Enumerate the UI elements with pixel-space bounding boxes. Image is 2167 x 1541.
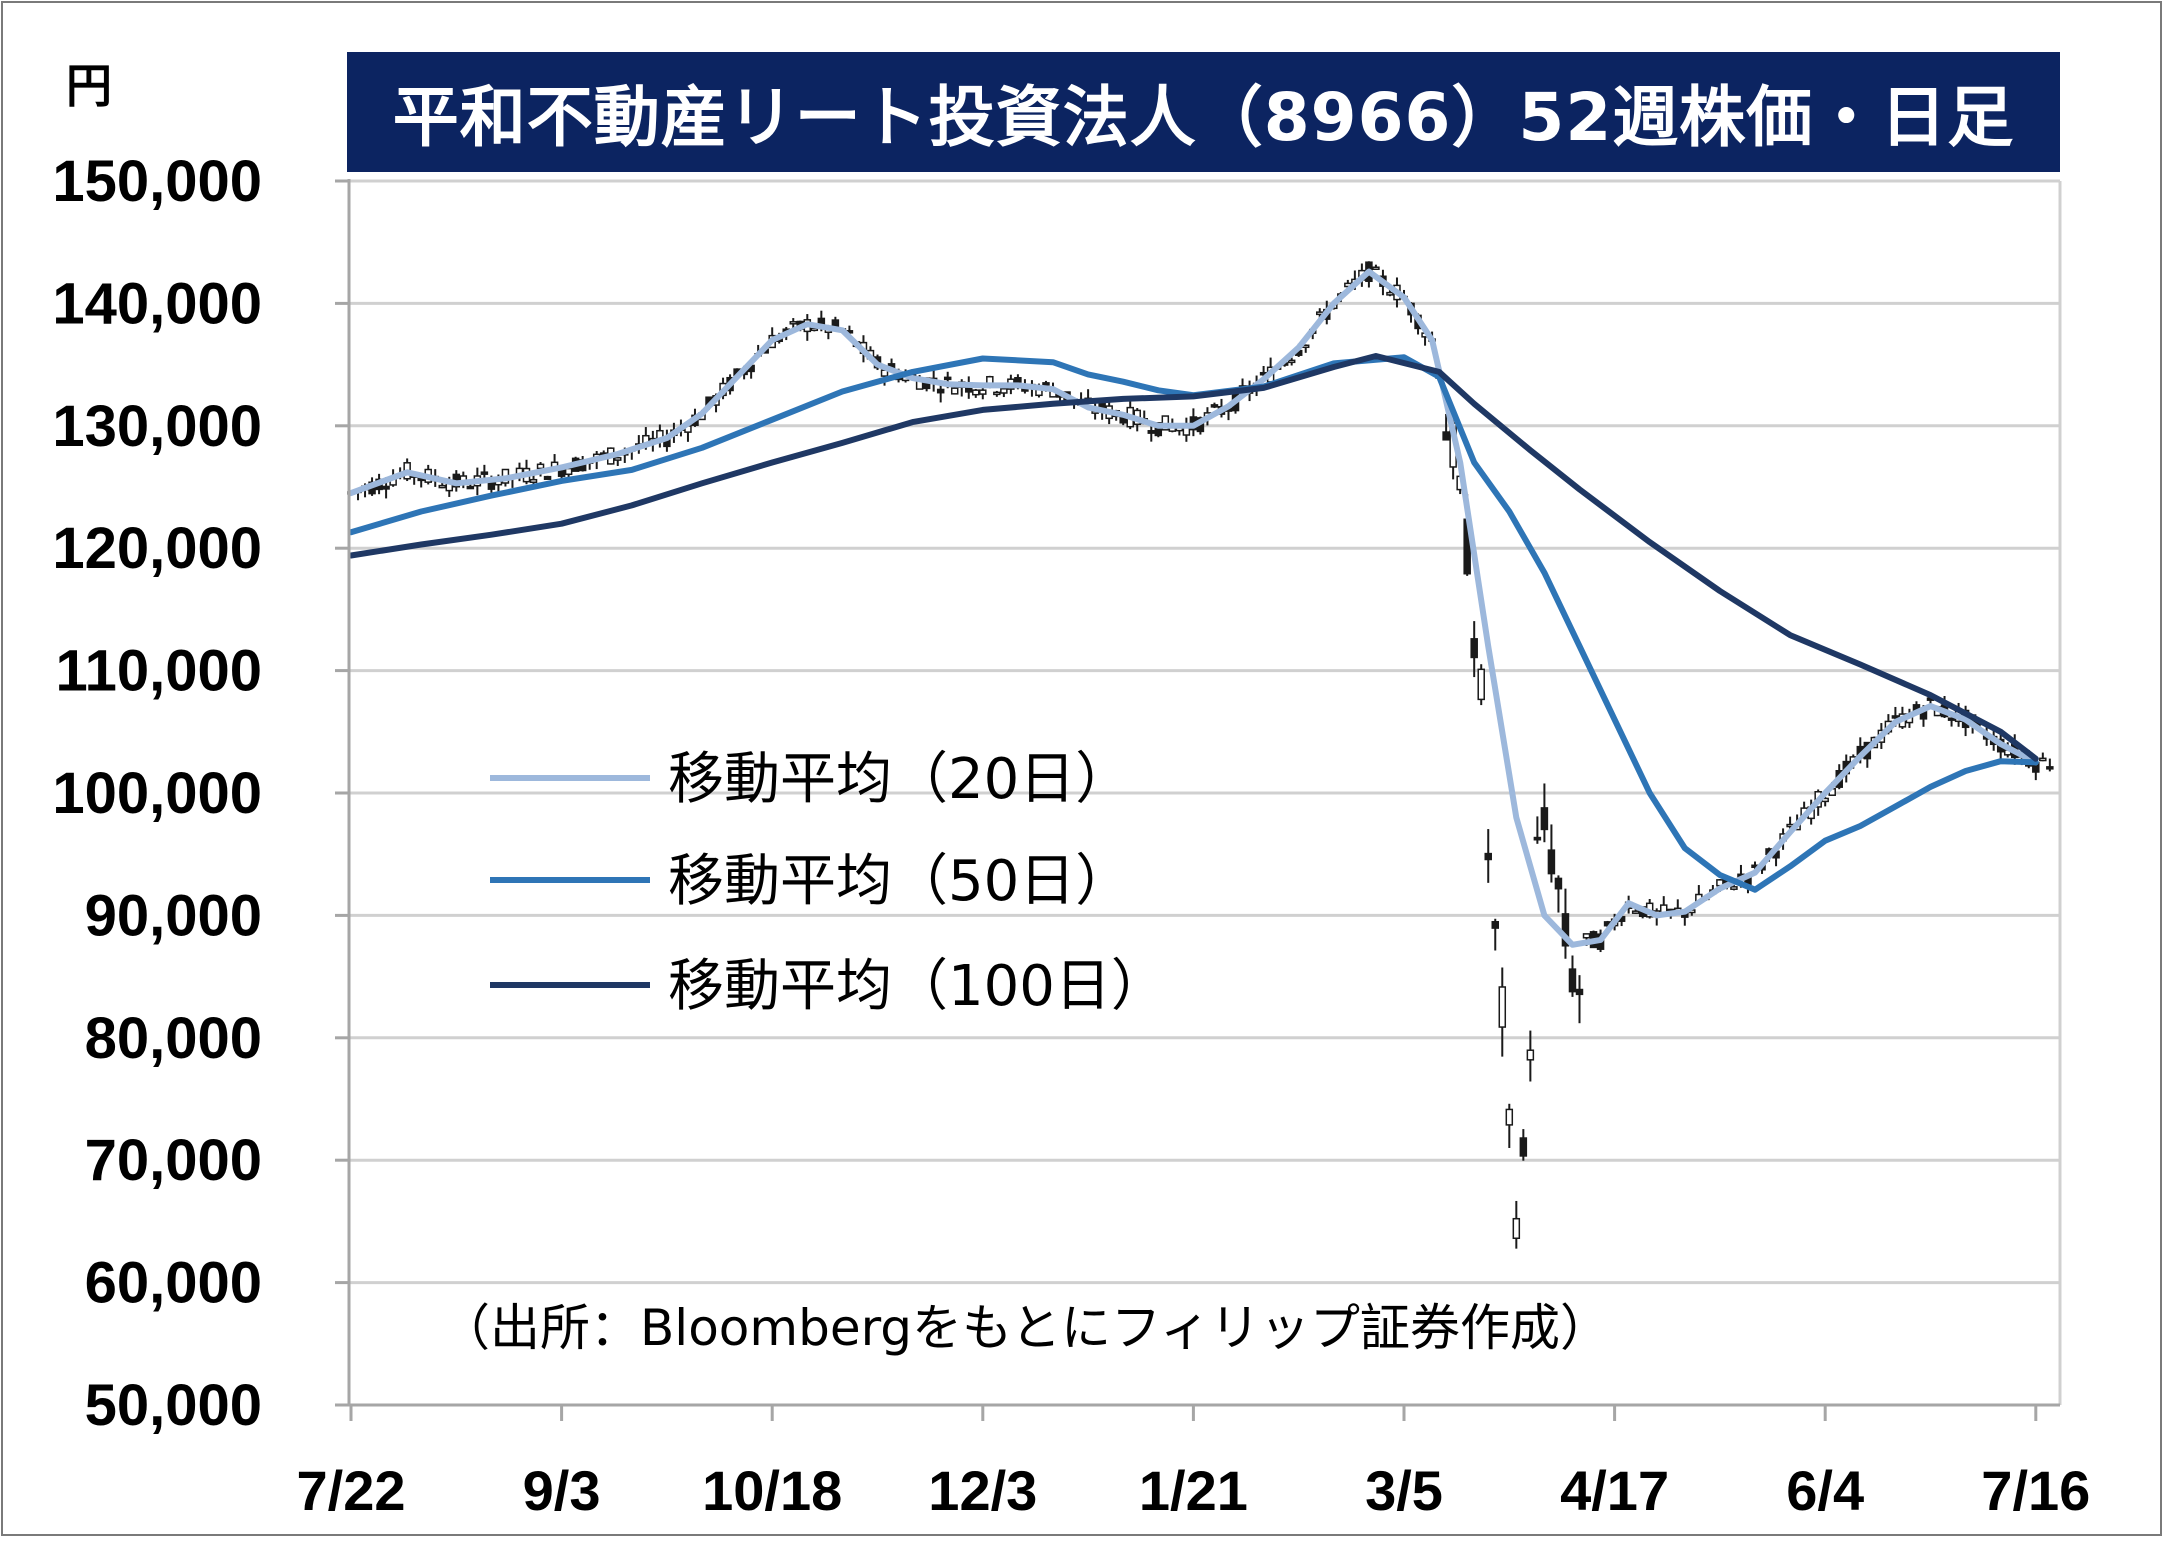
candle-body — [1512, 1217, 1521, 1239]
axes — [335, 179, 2060, 1421]
x-tick-label: 3/5 — [1365, 1459, 1443, 1522]
candle-body — [1891, 715, 1900, 719]
candle-body — [480, 471, 489, 475]
candle-body — [614, 457, 622, 461]
y-axis-unit-label: 円 — [66, 59, 112, 113]
candle-body — [1505, 1108, 1514, 1126]
candle-body — [382, 485, 390, 490]
y-tick-label: 110,000 — [56, 639, 262, 704]
candle-body — [1498, 986, 1507, 1028]
candle-body — [466, 485, 475, 490]
candle-body — [1568, 968, 1577, 993]
x-tick-label: 12/3 — [928, 1459, 1037, 1522]
candle-body — [2039, 757, 2047, 762]
y-tick-label: 130,000 — [52, 394, 262, 459]
candle-body — [1147, 430, 1156, 434]
y-tick-label: 150,000 — [52, 149, 262, 214]
candle-body — [979, 389, 987, 395]
candle-body — [1582, 933, 1591, 939]
candle-body — [1477, 668, 1485, 701]
y-tick-label: 90,000 — [85, 883, 262, 948]
candle-body — [1386, 291, 1394, 296]
chart-title: 平和不動産リート投資法人（8966）52週株価・日足 — [392, 79, 2015, 156]
candle-body — [536, 463, 545, 470]
legend: 移動平均（20日） 移動平均（50日） 移動平均（100日） — [490, 747, 1167, 1019]
chart-title-bar: 平和不動産リート投資法人（8966）52週株価・日足 — [347, 52, 2060, 172]
candle-body — [789, 321, 798, 325]
legend-label-2: 移動平均（50日） — [668, 849, 1131, 914]
y-tick-label: 140,000 — [52, 271, 262, 336]
candle-body — [1484, 852, 1492, 861]
y-tick-label: 100,000 — [52, 761, 262, 826]
candle-body — [1014, 377, 1022, 383]
candle-body — [1042, 382, 1050, 386]
legend-label-3: 移動平均（100日） — [668, 954, 1167, 1019]
candle-body — [1631, 910, 1640, 914]
legend-label-1: 移動平均（20日） — [668, 747, 1131, 812]
candle-body — [936, 388, 945, 394]
candle-body — [438, 484, 447, 489]
candle-body — [1442, 431, 1450, 441]
candle-body — [1000, 388, 1008, 394]
x-tick-label: 10/18 — [702, 1459, 842, 1522]
candle-body — [943, 376, 952, 381]
candle-body — [1372, 266, 1380, 270]
candle-body — [1540, 807, 1549, 831]
x-tick-label: 4/17 — [1560, 1459, 1669, 1522]
moving-average-lines — [348, 268, 2039, 948]
y-tick-label: 80,000 — [85, 1006, 262, 1071]
y-tick-labels: 150,000 140,000 130,000 120,000 110,000 100,0… — [52, 149, 262, 1438]
y-tick-label: 70,000 — [85, 1128, 262, 1193]
x-tick-labels: 7/22 9/3 10/18 12/3 1/21 3/5 4/17 6/4 7/16 — [297, 1459, 2091, 1522]
candle-body — [543, 475, 552, 480]
candle-body — [1575, 988, 1584, 996]
candle-body — [1519, 1137, 1528, 1157]
candle-body — [1470, 638, 1478, 659]
candle-body — [1561, 913, 1570, 947]
x-tick-label: 9/3 — [523, 1459, 601, 1522]
candle-body — [950, 387, 959, 395]
candle-body — [1210, 404, 1219, 408]
x-tick-label: 7/22 — [297, 1459, 406, 1522]
y-tick-label: 50,000 — [85, 1373, 262, 1438]
source-note: （出所：Bloombergをもとにフィリップ証券作成） — [440, 1299, 1610, 1357]
candlesticks — [347, 261, 2054, 1249]
candle-body — [1491, 921, 1500, 929]
y-tick-label: 120,000 — [52, 516, 262, 581]
ma-line-3 — [348, 353, 2039, 762]
candle-body — [1730, 886, 1738, 890]
candle-body — [564, 467, 573, 476]
grid-lines — [349, 179, 2062, 1405]
x-tick-label: 7/16 — [1981, 1459, 2090, 1522]
candle-body — [1526, 1049, 1535, 1061]
candle-body — [993, 391, 1001, 396]
x-tick-label: 6/4 — [1786, 1459, 1864, 1522]
candle-body — [2046, 766, 2054, 770]
ma-line-1 — [348, 268, 2039, 948]
candle-body — [1287, 359, 1296, 364]
ma-line-2 — [348, 354, 2039, 893]
candle-body — [529, 478, 538, 483]
candle-body — [1947, 717, 1956, 721]
candle-body — [1533, 836, 1542, 841]
candle-body — [1547, 849, 1556, 875]
candle-body — [1554, 877, 1563, 890]
candle-body — [972, 389, 980, 396]
x-tick-label: 1/21 — [1139, 1459, 1248, 1522]
y-tick-label: 60,000 — [85, 1251, 262, 1316]
